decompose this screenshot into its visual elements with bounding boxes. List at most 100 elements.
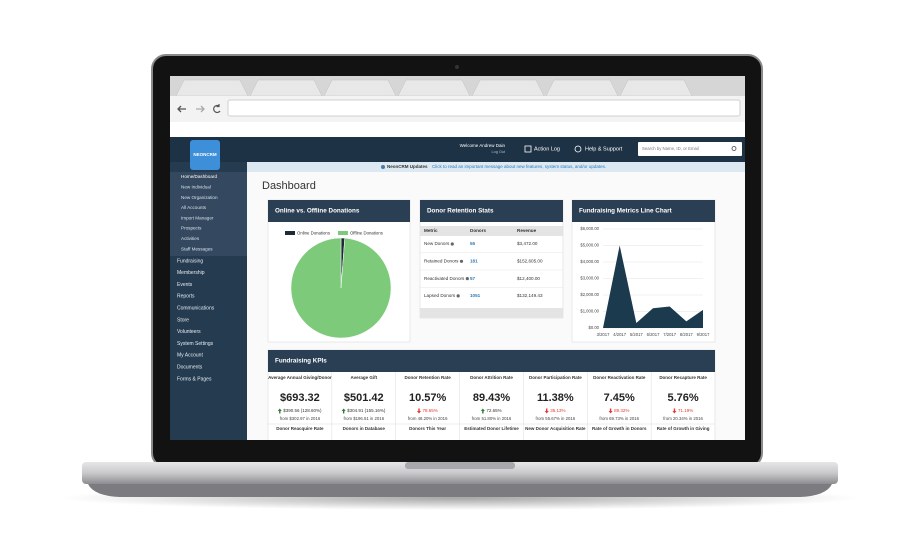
reload-button[interactable] — [213, 104, 221, 114]
area — [603, 245, 703, 328]
menu-item[interactable]: Communications — [177, 306, 215, 312]
y-tick-label: $6,000.00 — [580, 226, 599, 231]
table-cell: Reactivated Donors — [424, 276, 465, 281]
table-cell: New Donors — [424, 241, 450, 246]
welcome: Welcome Andrew Dain — [460, 143, 506, 148]
tab[interactable] — [545, 79, 619, 97]
kpi-baseline: from 69.73% in 2016 — [599, 416, 639, 421]
menu-item[interactable]: Volunteers — [177, 329, 201, 335]
camera — [455, 65, 459, 69]
panel-header — [268, 350, 715, 372]
panel-title: Fundraising KPIs — [275, 358, 327, 365]
menu-item[interactable]: Fundraising — [177, 258, 203, 264]
url-bar[interactable] — [227, 99, 741, 117]
table-cell: 1051 — [470, 293, 481, 298]
submenu-item[interactable]: Staff Messages — [181, 246, 213, 251]
help-icon — [465, 277, 469, 281]
kpi-label: Donor Retention Rate — [405, 375, 452, 380]
panel-header — [572, 200, 715, 222]
submenu-item[interactable]: All Accounts — [181, 205, 207, 210]
kpi-arrow — [277, 408, 282, 414]
kpi-change: 71.19% — [678, 408, 693, 413]
page-title: Dashboard — [262, 180, 316, 192]
logo-box[interactable] — [190, 140, 220, 170]
submenu-item[interactable]: New Individual — [181, 185, 211, 190]
tab[interactable] — [619, 79, 693, 97]
kpi-label: Donor Reacquire Rate — [276, 426, 324, 431]
column-header: Donors — [470, 228, 487, 233]
kpi-change: 89.32% — [614, 408, 629, 413]
kpi-label: New Donor Acquisition Rate — [525, 426, 586, 431]
tab[interactable] — [397, 79, 471, 97]
column-header: Revenue — [517, 228, 537, 233]
table-cell: 57 — [470, 276, 476, 281]
base-lip — [88, 484, 832, 497]
kpi-arrow — [544, 408, 549, 414]
table-cell: $152,605.00 — [517, 259, 543, 264]
menu-item[interactable]: My Account — [177, 353, 203, 359]
x-tick-label: 3/2017 — [597, 332, 610, 337]
tab[interactable] — [249, 79, 323, 97]
kpi-arrow — [480, 408, 485, 414]
search-icon — [731, 146, 737, 151]
kpi-label: Average Gift — [350, 375, 377, 380]
kpi-label: Donor Reactivation Rate — [593, 375, 646, 380]
kpi-change: 72.65% — [486, 408, 501, 413]
page-top — [170, 122, 745, 137]
menu-item[interactable]: System Settings — [177, 341, 214, 347]
tab[interactable] — [323, 79, 397, 97]
submenu-item[interactable]: Activities — [181, 236, 200, 241]
tab[interactable] — [175, 79, 249, 97]
legend-label: Offline Donations — [350, 231, 383, 236]
submenu-item[interactable]: Prospects — [181, 226, 202, 231]
submenu-item[interactable]: Import Manager — [181, 215, 214, 220]
laptop-base — [82, 462, 838, 484]
panel-header — [268, 200, 410, 222]
menu-item[interactable]: Reports — [177, 294, 195, 300]
forward-button[interactable] — [196, 105, 205, 113]
table-cell: Retained Donors — [424, 259, 459, 264]
y-tick-label: $4,000.00 — [580, 259, 599, 264]
menu-item[interactable]: Events — [177, 282, 193, 288]
back-button[interactable] — [177, 105, 186, 113]
tab[interactable] — [471, 79, 545, 97]
search-box[interactable] — [638, 142, 742, 156]
menu-item[interactable]: Store — [177, 317, 189, 323]
submenu-bg — [170, 172, 247, 256]
kpi-label: Donor Participation Rate — [529, 375, 582, 380]
y-tick-label: $3,000.00 — [580, 276, 599, 281]
menu-item[interactable]: Forms & Pages — [177, 376, 212, 382]
x-tick-label: 8/2017 — [680, 332, 693, 337]
kpi-change: $390.56 (128.60%) — [283, 408, 322, 413]
kpi-change: $304.91 (155.16%) — [347, 408, 386, 413]
legend-swatch — [337, 231, 348, 235]
kpi-label: Donors This Year — [409, 426, 446, 431]
kpi-baseline: from 55.67% in 2016 — [536, 416, 576, 421]
action-log[interactable]: Action Log — [534, 146, 560, 152]
logout[interactable]: Log Out — [491, 150, 505, 154]
table-header-bg — [420, 226, 563, 236]
submenu-item[interactable]: New Organization — [181, 195, 218, 200]
menu-item[interactable]: Membership — [177, 270, 205, 276]
kpi-value: 5.76% — [667, 392, 698, 404]
kpi-arrow — [608, 408, 613, 414]
info-icon — [381, 165, 385, 169]
logo: NEONCRM — [193, 152, 217, 157]
kpi-value: $501.42 — [344, 392, 384, 404]
kpi-value: 11.38% — [537, 392, 574, 404]
submenu-item[interactable]: Home/Dashboard — [181, 174, 217, 179]
kpi-value: 89.43% — [473, 392, 511, 404]
kpi-baseline: from $302.97 in 2016 — [280, 416, 321, 421]
help-support[interactable]: Help & Support — [585, 146, 623, 152]
x-tick-label: 7/2017 — [663, 332, 676, 337]
panel-title: Fundraising Metrics Line Chart — [579, 208, 673, 215]
help-icon — [456, 294, 460, 298]
help-icon — [574, 145, 582, 153]
banner-message[interactable]: Click to read an important message about… — [432, 164, 606, 169]
screen: NEONCRM Welcome Andrew Dain Log Out Acti… — [170, 76, 745, 440]
table-cell: Lapsed Donors — [424, 293, 456, 298]
pie-slice — [290, 237, 392, 339]
kpi-baseline: from 51.80% in 2016 — [472, 416, 512, 421]
menu-item[interactable]: Documents — [177, 365, 203, 371]
